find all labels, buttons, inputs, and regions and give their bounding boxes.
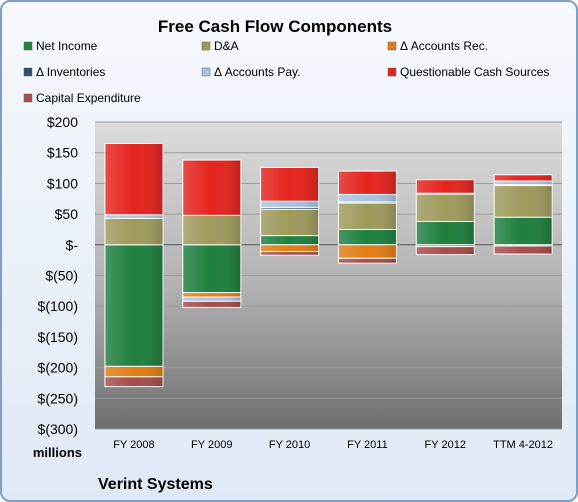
bar-segment-shade xyxy=(104,143,163,215)
y-tick-label: $(50) xyxy=(45,268,78,284)
y-tick-label: $(250) xyxy=(38,390,78,406)
y-axis-ticks: $200 $150 $100 $50 $- $(50) $(100) $(150) $(200)… xyxy=(38,114,79,437)
bar-segment-shade xyxy=(104,218,163,245)
company-label: Verint Systems xyxy=(98,476,213,493)
bar-segment-shade xyxy=(182,301,241,308)
bar-segment-shade xyxy=(104,366,163,377)
bar-segment-shade xyxy=(494,180,553,185)
x-axis-ticks: FY 2008 FY 2009 FY 2010 FY 2011 FY 2012 TTM 4… xyxy=(113,439,553,451)
legend-swatch xyxy=(387,41,397,51)
bar-segment-shade xyxy=(182,244,241,293)
bar-segment-shade xyxy=(104,214,163,219)
x-tick-label: TTM 4-2012 xyxy=(493,439,553,451)
bars xyxy=(104,142,553,388)
bar-segment-shade xyxy=(260,235,319,245)
bar-segment-shade xyxy=(260,251,319,256)
bar-segment-shade xyxy=(494,244,553,247)
x-tick-label: FY 2009 xyxy=(191,439,232,451)
legend: Net Income D&A Δ Accounts Rec. Δ Inventorie… xyxy=(23,39,549,105)
bar-segment-shade xyxy=(416,244,475,247)
bar-segment-shade xyxy=(260,167,319,202)
x-tick-label: FY 2010 xyxy=(269,439,310,451)
legend-label: D&A xyxy=(214,39,239,53)
y-tick-label: $(100) xyxy=(38,298,78,314)
legend-label: Δ Accounts Rec. xyxy=(400,39,488,53)
bar-segment-shade xyxy=(416,246,475,255)
bar-segment-shade xyxy=(104,376,163,387)
bar-segment-shade xyxy=(260,244,319,252)
bar-segment-shade xyxy=(416,193,475,222)
chart-title: Free Cash Flow Components xyxy=(158,17,392,36)
bar-segment-shade xyxy=(260,201,319,208)
bar-segment-shade xyxy=(338,203,397,230)
bar-segment-shade xyxy=(494,185,553,218)
bar-segment-shade xyxy=(416,221,475,245)
legend-label: Δ Accounts Pay. xyxy=(214,65,301,79)
x-tick-label: FY 2011 xyxy=(347,439,388,451)
bar-segment-shade xyxy=(494,184,553,186)
bar-segment-shade xyxy=(338,258,397,264)
bar-segment-shade xyxy=(494,246,553,255)
units-label: millions xyxy=(33,445,82,460)
legend-swatch xyxy=(23,93,33,103)
y-tick-label: $(150) xyxy=(38,329,78,345)
bar-segment-shade xyxy=(260,209,319,236)
bar-segment-shade xyxy=(338,201,397,204)
bar-segment-shade xyxy=(182,215,241,245)
y-tick-label: $- xyxy=(66,237,79,253)
bar-segment-shade xyxy=(338,229,397,245)
y-tick-label: $50 xyxy=(55,206,79,222)
gridlines xyxy=(95,121,562,430)
bar-segment-shade xyxy=(182,296,241,302)
x-tick-label: FY 2012 xyxy=(425,439,466,451)
bar-segment-shade xyxy=(338,194,397,202)
legend-swatch xyxy=(201,41,211,51)
legend-swatch xyxy=(23,41,33,51)
legend-label: Capital Expenditure xyxy=(36,91,141,105)
bar-segment-shade xyxy=(182,292,241,297)
bar-segment-shade xyxy=(494,174,553,181)
x-tick-label: FY 2008 xyxy=(113,439,154,451)
bar-segment-shade xyxy=(338,244,397,259)
legend-label: Δ Inventories xyxy=(36,65,105,79)
legend-label: Questionable Cash Sources xyxy=(400,65,549,79)
bar-segment-shade xyxy=(182,160,241,216)
bar-segment-shade xyxy=(338,171,397,195)
y-tick-label: $100 xyxy=(47,175,78,191)
legend-swatch xyxy=(23,67,33,77)
bar-segment-shade xyxy=(416,179,475,194)
legend-swatch xyxy=(387,67,397,77)
bar-segment-shade xyxy=(260,207,319,210)
y-tick-label: $(200) xyxy=(38,360,78,376)
legend-label: Net Income xyxy=(36,39,98,53)
y-tick-label: $150 xyxy=(47,145,78,161)
bar-segment-shade xyxy=(104,244,163,367)
bar-segment-shade xyxy=(494,217,553,245)
y-tick-label: $(300) xyxy=(38,421,78,437)
legend-swatch xyxy=(201,67,211,77)
y-tick-label: $200 xyxy=(47,114,78,130)
